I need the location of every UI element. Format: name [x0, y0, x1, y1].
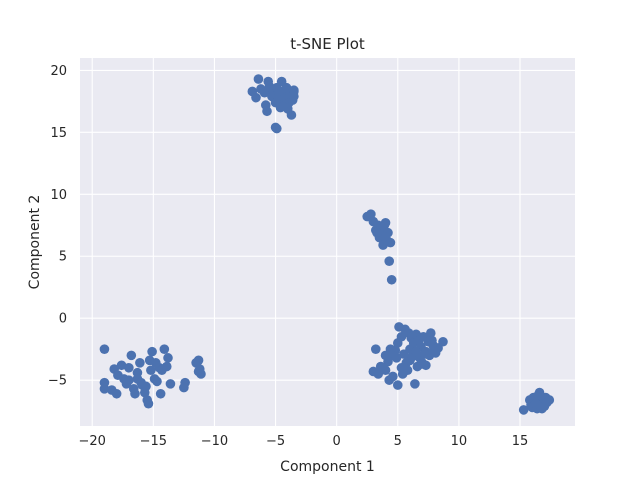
data-point [278, 101, 288, 112]
data-point [544, 395, 555, 405]
data-point [165, 379, 176, 389]
data-point [427, 335, 437, 346]
data-point [372, 227, 382, 238]
data-point [518, 405, 529, 415]
data-point [147, 346, 157, 357]
data-point [159, 344, 170, 354]
data-point [130, 388, 140, 399]
y-axis-label: Component 2 [27, 195, 43, 290]
x-tick-label: 10 [451, 434, 468, 449]
data-point [411, 346, 421, 357]
data-point [124, 362, 134, 373]
data-point [370, 344, 381, 354]
x-tick-label: 5 [394, 434, 402, 449]
data-point [537, 403, 547, 414]
data-point [402, 365, 413, 376]
data-point [143, 398, 154, 409]
data-point [380, 217, 391, 228]
data-point [161, 361, 172, 372]
data-point [155, 388, 166, 399]
data-point [438, 336, 448, 347]
y-tick-label: 5 [59, 250, 67, 265]
data-point [99, 384, 110, 394]
data-point [392, 380, 403, 390]
grid-lines [80, 58, 575, 426]
data-point [251, 92, 261, 103]
data-point [146, 365, 156, 376]
data-point [416, 359, 426, 369]
data-point [136, 377, 146, 388]
data-point [152, 376, 162, 387]
data-point [410, 379, 420, 389]
x-tick-label: −20 [79, 434, 106, 449]
y-tick-label: 0 [59, 312, 67, 327]
data-point [368, 366, 379, 377]
data-point [116, 360, 127, 371]
x-tick-label: 0 [333, 434, 341, 449]
y-tick-label: 10 [50, 188, 67, 203]
data-point [425, 328, 436, 338]
data-point [193, 366, 204, 377]
data-point [286, 110, 297, 120]
data-point [428, 346, 439, 357]
x-tick-label: −5 [266, 434, 285, 449]
data-point [163, 353, 173, 363]
x-tick-label: 15 [512, 434, 529, 449]
data-point [289, 85, 299, 96]
data-point [391, 353, 402, 363]
data-point [150, 358, 161, 368]
data-point [126, 350, 137, 361]
data-point [262, 106, 272, 117]
y-tick-label: 20 [50, 64, 67, 79]
data-point [388, 371, 398, 382]
data-point [366, 209, 376, 219]
data-point [386, 274, 397, 285]
data-point [99, 344, 110, 354]
y-tick-labels: −5 0 5 10 15 20 [48, 64, 67, 389]
data-point [380, 350, 391, 361]
data-point [271, 123, 282, 134]
data-point [124, 375, 134, 385]
x-axis-label: Component 1 [280, 459, 375, 475]
chart-title: t-SNE Plot [290, 35, 365, 53]
data-point [419, 349, 430, 359]
y-tick-label: −5 [48, 374, 67, 389]
data-point [375, 361, 386, 372]
x-tick-label: −15 [140, 434, 167, 449]
data-point [392, 338, 403, 348]
x-tick-labels: −20 −15 −10 −5 0 5 10 15 [79, 434, 529, 449]
data-point [135, 358, 145, 368]
data-point [253, 74, 264, 84]
data-point [111, 388, 122, 399]
data-point [179, 382, 189, 393]
data-point [384, 256, 395, 267]
x-tick-label: −10 [201, 434, 228, 449]
y-tick-label: 15 [50, 126, 67, 141]
data-points [99, 74, 555, 415]
data-point [193, 355, 204, 366]
data-point [379, 231, 390, 242]
data-point [385, 237, 396, 248]
